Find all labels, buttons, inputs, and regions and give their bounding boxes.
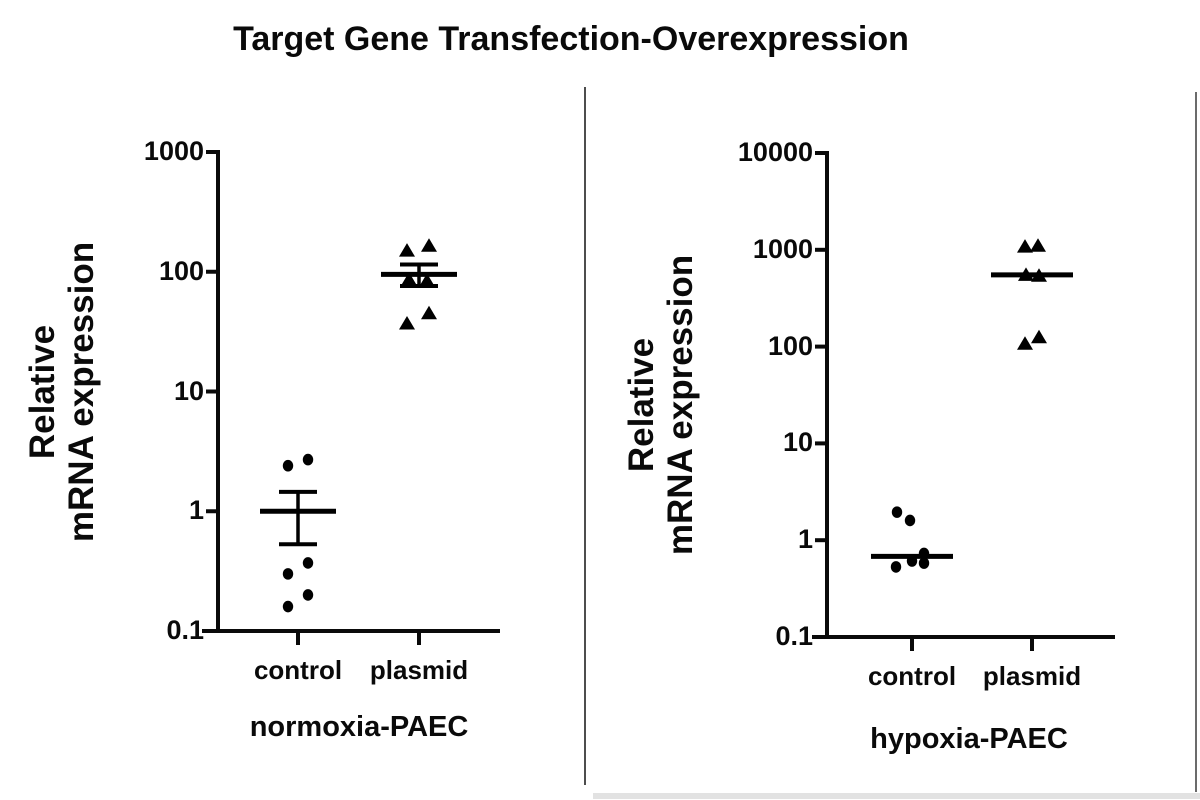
x-category-label-plasmid: plasmid <box>369 655 469 685</box>
data-point-triangle <box>399 243 415 257</box>
panel-label-normoxia: normoxia-PAEC <box>249 711 469 743</box>
data-point-triangle <box>1017 239 1033 253</box>
y-tick-label: 10 <box>782 427 813 458</box>
data-point-triangle <box>399 315 415 330</box>
x-category-label-control: control <box>867 661 957 691</box>
x-category-label-control: control <box>253 655 343 685</box>
panel-divider-line <box>584 87 586 785</box>
data-point-triangle <box>421 238 437 252</box>
data-point-circle <box>282 568 294 580</box>
data-point-circle <box>302 589 314 601</box>
data-point-circle <box>906 555 918 567</box>
data-point-circle <box>918 557 930 569</box>
data-point-circle <box>891 506 903 518</box>
data-point-triangle <box>401 272 417 286</box>
y-tick-label: 10 <box>173 375 204 406</box>
y-tick-label: 1000 <box>752 233 813 264</box>
data-point-circle <box>282 600 294 613</box>
y-tick-label: 10000 <box>737 137 813 167</box>
x-category-label-plasmid: plasmid <box>982 661 1082 691</box>
data-point-circle <box>890 561 902 573</box>
data-point-triangle <box>1017 336 1033 350</box>
bottom-edge-strip <box>593 793 1200 799</box>
y-tick-label: 100 <box>158 255 204 286</box>
data-point-triangle <box>1031 329 1047 344</box>
y-tick-label: 1000 <box>143 136 204 166</box>
y-tick-label: 1 <box>188 495 204 526</box>
y-tick-label: 1 <box>797 524 813 555</box>
panel-label-hypoxia: hypoxia-PAEC <box>870 723 1068 755</box>
data-point-triangle <box>419 273 435 287</box>
data-point-circle <box>904 514 916 527</box>
data-point-triangle <box>1031 268 1047 282</box>
data-point-triangle <box>1030 238 1046 252</box>
data-point-triangle <box>1018 267 1034 281</box>
data-point-circle <box>302 557 314 569</box>
data-point-triangle <box>421 305 437 320</box>
right-border-line <box>1195 92 1197 792</box>
y-tick-label: 0.1 <box>166 615 204 645</box>
data-point-circle <box>918 547 930 560</box>
y-tick-label: 0.1 <box>775 621 813 651</box>
data-point-circle <box>282 459 294 472</box>
data-point-circle <box>302 453 314 466</box>
y-tick-label: 100 <box>767 330 813 361</box>
figure-title: Target Gene Transfection-Overexpression <box>233 20 909 58</box>
